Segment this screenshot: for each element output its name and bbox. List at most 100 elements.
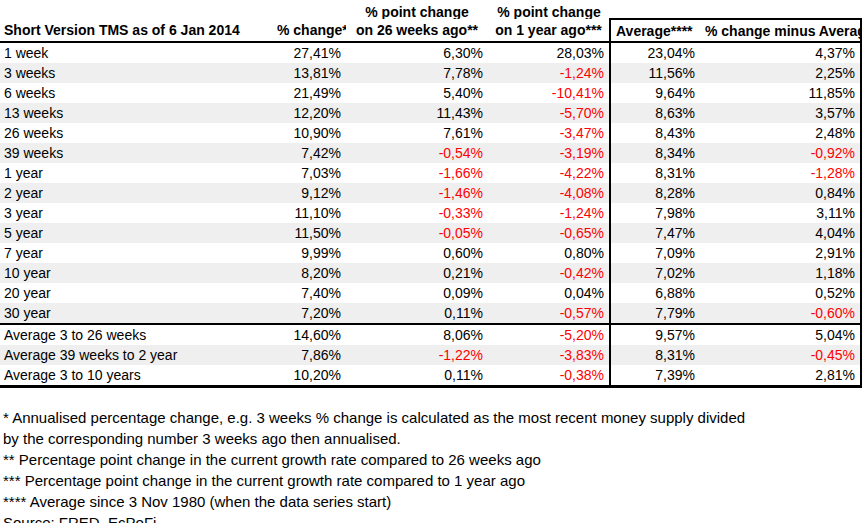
col-header-pt-change-1y-line1: % point change: [488, 0, 610, 19]
value-cell: -0,45%: [700, 345, 861, 365]
value-cell: 5,40%: [346, 83, 488, 103]
value-cell: 7,79%: [610, 303, 700, 324]
value-cell: 4,37%: [700, 42, 861, 63]
row-label: 1 year: [0, 163, 272, 183]
value-cell: 8,43%: [610, 123, 700, 143]
header-spacer: [610, 0, 700, 19]
value-cell: -0,33%: [346, 203, 488, 223]
value-cell: -4,08%: [488, 183, 610, 203]
table-row: 30 year7,20%0,11%-0,57%7,79%-0,60%: [0, 303, 861, 324]
table-row: 3 weeks13,81%7,78%-1,24%11,56%2,25%: [0, 63, 861, 83]
value-cell: 10,20%: [272, 365, 346, 387]
table-row: Average 39 weeks to 2 year7,86%-1,22%-3,…: [0, 345, 861, 365]
value-cell: 14,60%: [272, 324, 346, 345]
value-cell: 8,31%: [610, 345, 700, 365]
row-label: Average 3 to 10 years: [0, 365, 272, 387]
value-cell: 2,25%: [700, 63, 861, 83]
value-cell: -0,54%: [346, 143, 488, 163]
value-cell: 6,88%: [610, 283, 700, 303]
row-label: 6 weeks: [0, 83, 272, 103]
footnote-line: ** Percentage point change in the curren…: [3, 449, 864, 470]
value-cell: 6,30%: [346, 42, 488, 63]
row-label: Average 39 weeks to 2 year: [0, 345, 272, 365]
value-cell: 2,48%: [700, 123, 861, 143]
value-cell: -10,41%: [488, 83, 610, 103]
value-cell: -1,22%: [346, 345, 488, 365]
row-label: 10 year: [0, 263, 272, 283]
value-cell: 8,31%: [610, 163, 700, 183]
table-row: 20 year7,40%0,09%0,04%6,88%0,52%: [0, 283, 861, 303]
value-cell: 13,81%: [272, 63, 346, 83]
table-row: 39 weeks7,42%-0,54%-3,19%8,34%-0,92%: [0, 143, 861, 163]
row-label: 3 year: [0, 203, 272, 223]
col-header-pt-change-1y-line2: on 1 year ago***: [488, 19, 610, 42]
value-cell: 7,42%: [272, 143, 346, 163]
value-cell: -1,28%: [700, 163, 861, 183]
row-label: 20 year: [0, 283, 272, 303]
row-label: 26 weeks: [0, 123, 272, 143]
value-cell: 11,56%: [610, 63, 700, 83]
value-cell: -5,20%: [488, 324, 610, 345]
value-cell: 2,91%: [700, 243, 861, 263]
value-cell: -5,70%: [488, 103, 610, 123]
value-cell: -3,47%: [488, 123, 610, 143]
value-cell: 0,11%: [346, 303, 488, 324]
col-header-title: Short Version TMS as of 6 Jan 2014: [0, 19, 272, 42]
value-cell: 0,21%: [346, 263, 488, 283]
value-cell: 9,12%: [272, 183, 346, 203]
value-cell: 7,98%: [610, 203, 700, 223]
value-cell: 12,20%: [272, 103, 346, 123]
table-row: 1 week27,41%6,30%28,03%23,04%4,37%: [0, 42, 861, 63]
value-cell: 0,60%: [346, 243, 488, 263]
value-cell: -0,57%: [488, 303, 610, 324]
footnote-line: Source: FRED, EcPoFi: [3, 512, 864, 523]
col-header-pt-change-26w-line1: % point change: [346, 0, 488, 19]
row-label: 5 year: [0, 223, 272, 243]
value-cell: -4,22%: [488, 163, 610, 183]
table-header: % point change % point change Short Vers…: [0, 0, 861, 42]
value-cell: 7,02%: [610, 263, 700, 283]
table-row: Average 3 to 26 weeks14,60%8,06%-5,20%9,…: [0, 324, 861, 345]
value-cell: -3,83%: [488, 345, 610, 365]
value-cell: 0,80%: [488, 243, 610, 263]
table-row: 26 weeks10,90%7,61%-3,47%8,43%2,48%: [0, 123, 861, 143]
value-cell: 10,90%: [272, 123, 346, 143]
value-cell: 11,50%: [272, 223, 346, 243]
value-cell: -0,05%: [346, 223, 488, 243]
value-cell: 1,18%: [700, 263, 861, 283]
table-row: 10 year8,20%0,21%-0,42%7,02%1,18%: [0, 263, 861, 283]
footnote-line: *** Percentage point change in the curre…: [3, 470, 864, 491]
value-cell: 3,57%: [700, 103, 861, 123]
value-cell: -1,24%: [488, 203, 610, 223]
table-row: 6 weeks21,49%5,40%-10,41%9,64%11,85%: [0, 83, 861, 103]
table-row: 2 year9,12%-1,46%-4,08%8,28%0,84%: [0, 183, 861, 203]
value-cell: -0,92%: [700, 143, 861, 163]
row-label: 7 year: [0, 243, 272, 263]
header-row-top: % point change % point change: [0, 0, 861, 19]
value-cell: -3,19%: [488, 143, 610, 163]
value-cell: 11,10%: [272, 203, 346, 223]
value-cell: 8,20%: [272, 263, 346, 283]
col-header-pt-change-26w-line2: on 26 weeks ago**: [346, 19, 488, 42]
table-body: 1 week27,41%6,30%28,03%23,04%4,37%3 week…: [0, 42, 861, 387]
row-label: 2 year: [0, 183, 272, 203]
row-label: 13 weeks: [0, 103, 272, 123]
value-cell: -0,38%: [488, 365, 610, 387]
value-cell: -0,60%: [700, 303, 861, 324]
value-cell: 11,85%: [700, 83, 861, 103]
row-label: 3 weeks: [0, 63, 272, 83]
value-cell: 2,81%: [700, 365, 861, 387]
value-cell: 0,04%: [488, 283, 610, 303]
value-cell: 7,20%: [272, 303, 346, 324]
value-cell: 0,09%: [346, 283, 488, 303]
table-row: 3 year11,10%-0,33%-1,24%7,98%3,11%: [0, 203, 861, 223]
value-cell: 9,99%: [272, 243, 346, 263]
col-header-change-minus-average: % change minus Average: [700, 19, 861, 42]
value-cell: -0,42%: [488, 263, 610, 283]
value-cell: 7,39%: [610, 365, 700, 387]
table-row: Average 3 to 10 years10,20%0,11%-0,38%7,…: [0, 365, 861, 387]
value-cell: 9,64%: [610, 83, 700, 103]
value-cell: 21,49%: [272, 83, 346, 103]
footnotes: * Annualised percentage change, e.g. 3 w…: [0, 407, 864, 523]
value-cell: -1,24%: [488, 63, 610, 83]
